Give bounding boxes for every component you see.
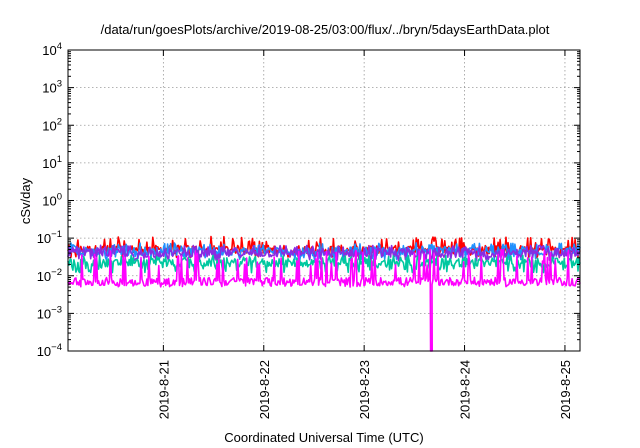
y-tick-label: 102 (42, 116, 62, 133)
y-axis: 10−4 10−3 10−2 10−1 100 101 102 103 104 (37, 41, 580, 359)
y-tick-label: 10−2 (37, 267, 62, 284)
y-tick-label: 10−4 (37, 342, 62, 359)
x-axis: 2019-8-21 2019-8-22 2019-8-23 2019-8-24 2019… (156, 50, 573, 419)
x-tick-label: 2019-8-22 (257, 360, 272, 419)
x-tick-label: 2019-8-21 (156, 360, 171, 419)
y-tick-label: 10−1 (37, 229, 62, 246)
y-tick-label: 100 (42, 192, 62, 209)
y-tick-label: 104 (42, 41, 62, 58)
y-tick-label: 10−3 (37, 304, 62, 321)
y-tick-label: 103 (42, 79, 62, 96)
series-line-2 (67, 244, 581, 262)
y-axis-label: cSv/day (18, 177, 33, 224)
series-line-4 (67, 248, 581, 352)
series-line-3 (67, 254, 581, 274)
x-tick-label: 2019-8-25 (558, 360, 573, 419)
x-axis-label: Coordinated Universal Time (UTC) (224, 430, 423, 445)
grid (68, 50, 580, 351)
data-series (67, 235, 581, 352)
chart-title: /data/run/goesPlots/archive/2019-08-25/0… (101, 22, 550, 37)
x-tick-label: 2019-8-23 (357, 360, 372, 419)
y-tick-label: 101 (42, 154, 62, 171)
x-tick-label: 2019-8-24 (458, 360, 473, 419)
